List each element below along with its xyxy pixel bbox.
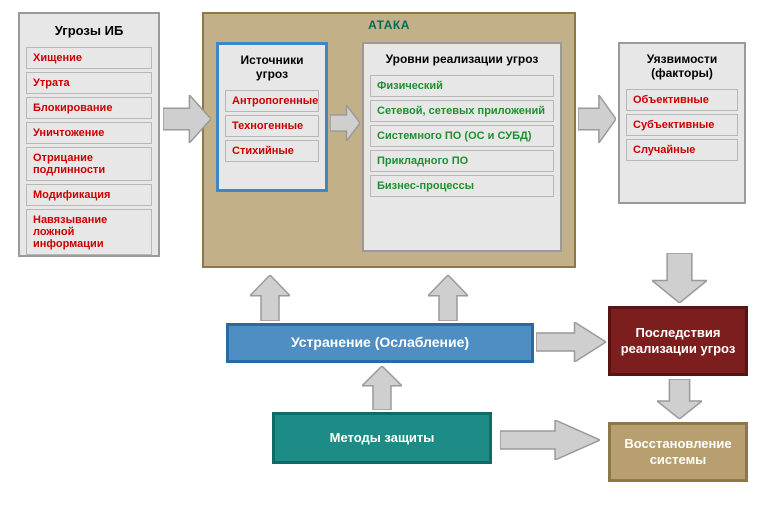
arrow-methods-to-recovery <box>500 420 600 460</box>
recovery-box: Восстановление системы <box>608 422 748 482</box>
sources-box-item: Техногенные <box>225 115 319 137</box>
levels-title: Уровни реализации угроз <box>370 50 554 72</box>
sources-items: Антропогенные Техногенные Стихийные <box>225 90 319 162</box>
consequences-title: Последствия реализации угроз <box>611 321 745 362</box>
threats-panel: Угрозы ИБ Хищение Утрата Блокирование Уничт… <box>18 12 160 257</box>
methods-title: Методы защиты <box>322 426 443 450</box>
vuln-box-item: Объективные <box>626 89 738 111</box>
elimination-title: Устранение (Ослабление) <box>283 330 477 356</box>
methods-box: Методы защиты <box>272 412 492 464</box>
arrow-vuln-to-consequences <box>652 253 707 303</box>
levels-box-item: Физический <box>370 75 554 97</box>
elimination-box: Устранение (Ослабление) <box>226 323 534 363</box>
consequences-box: Последствия реализации угроз <box>608 306 748 376</box>
attack-title: АТАКА <box>208 18 570 32</box>
threats-item: Модификация <box>26 184 152 206</box>
threats-item: Блокирование <box>26 97 152 119</box>
arrow-attack-to-vuln <box>578 95 616 143</box>
vuln-title: Уязвимости (факторы) <box>626 50 738 86</box>
sources-box-item: Антропогенные <box>225 90 319 112</box>
sources-box: Источники угроз Антропогенные Техногенные… <box>216 42 328 192</box>
arrow-elim-up-left <box>250 275 290 321</box>
arrow-threats-to-sources <box>163 95 211 143</box>
vuln-items: Объективные Субъективные Случайные <box>626 89 738 161</box>
threats-item: Утрата <box>26 72 152 94</box>
levels-box-item: Прикладного ПО <box>370 150 554 172</box>
levels-box-item: Системного ПО (ОС и СУБД) <box>370 125 554 147</box>
arrow-elim-up-right <box>428 275 468 321</box>
arrow-methods-to-elim <box>362 366 402 410</box>
arrow-elim-to-consequences <box>536 322 606 362</box>
levels-box-item: Сетевой, сетевых приложений <box>370 100 554 122</box>
levels-items: Физический Сетевой, сетевых приложений Сис… <box>370 75 554 197</box>
sources-box-item: Стихийные <box>225 140 319 162</box>
threats-item: Отрицание подлинности <box>26 147 152 181</box>
vulnerabilities-box: Уязвимости (факторы) Объективные Субъекти… <box>618 42 746 204</box>
threats-item: Хищение <box>26 47 152 69</box>
threats-item: Уничтожение <box>26 122 152 144</box>
levels-box-item: Бизнес-процессы <box>370 175 554 197</box>
sources-title: Источники угроз <box>225 51 319 87</box>
threats-title: Угрозы ИБ <box>26 20 152 44</box>
threats-items: Хищение Утрата Блокирование Уничтожение Отри… <box>26 47 152 255</box>
threats-item: Навязывание ложной информации <box>26 209 152 255</box>
recovery-title: Восстановление системы <box>611 432 745 473</box>
levels-box: Уровни реализации угроз Физический Сетево… <box>362 42 562 252</box>
arrow-consequences-to-recovery <box>657 379 702 419</box>
arrow-sources-to-levels <box>330 105 360 141</box>
vuln-box-item: Субъективные <box>626 114 738 136</box>
vuln-box-item: Случайные <box>626 139 738 161</box>
